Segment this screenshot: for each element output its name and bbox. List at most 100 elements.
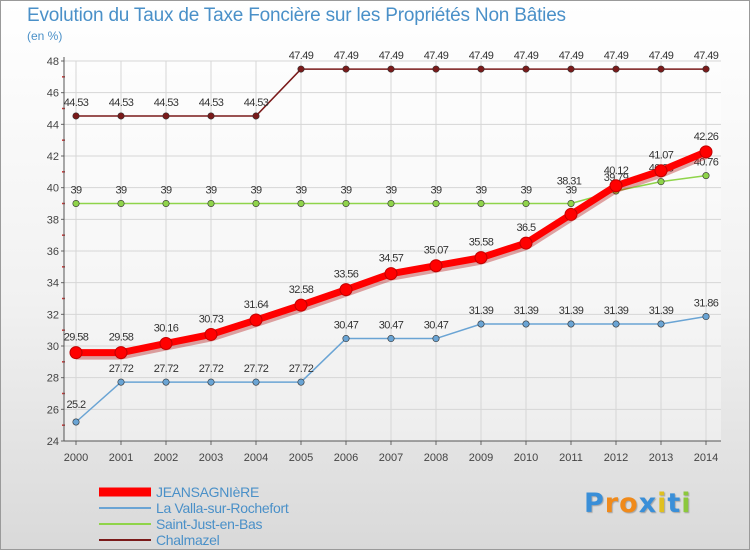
data-point-saint-just-en-bas-2014: [702, 172, 710, 180]
data-label-chalmazel-2013: 47.49: [649, 50, 674, 62]
data-point-chalmazel-2013: [657, 65, 665, 73]
data-label-chalmazel-2005: 47.49: [289, 50, 314, 62]
data-label-chalmazel-2014: 47.49: [694, 50, 719, 62]
y-tick-label-28: 28: [47, 373, 59, 385]
x-tick-label-2004: 2004: [244, 452, 268, 464]
y-tick-label-30: 30: [47, 341, 59, 353]
data-point-la-valla-sur-rochefort-2006: [342, 335, 350, 343]
data-label-jeansagni-re-2011: 38.31: [557, 175, 582, 187]
data-label-jeansagni-re-2012: 40.12: [604, 165, 629, 177]
data-label-la-valla-sur-rochefort-2011: 31.39: [559, 305, 584, 317]
logo-letter: i: [657, 488, 668, 519]
data-label-jeansagni-re-2006: 33.56: [334, 269, 359, 281]
x-tick-label-2008: 2008: [424, 452, 448, 464]
data-label-jeansagni-re-2007: 34.57: [379, 253, 404, 265]
data-point-la-valla-sur-rochefort-2014: [702, 313, 710, 321]
data-point-saint-just-en-bas-2006: [342, 200, 350, 208]
data-point-la-valla-sur-rochefort-2002: [162, 378, 170, 386]
data-point-la-valla-sur-rochefort-2012: [612, 320, 620, 328]
data-point-jeansagni-re-2003: [204, 327, 218, 341]
data-point-la-valla-sur-rochefort-2005: [297, 378, 305, 386]
chart-legend: JEANSAGNIèRE La Valla-sur-Rochefort Saint-…: [99, 484, 359, 548]
data-point-la-valla-sur-rochefort-2011: [567, 320, 575, 328]
data-point-chalmazel-2010: [522, 65, 530, 73]
data-label-la-valla-sur-rochefort-2010: 31.39: [514, 305, 539, 317]
y-tick-label-46: 46: [47, 88, 59, 100]
logo-letter: t: [667, 488, 682, 519]
logo-letter: o: [619, 488, 639, 519]
data-point-chalmazel-2007: [387, 65, 395, 73]
data-point-saint-just-en-bas-2011: [567, 200, 575, 208]
data-point-jeansagni-re-2011: [564, 207, 578, 221]
data-label-la-valla-sur-rochefort-2009: 31.39: [469, 305, 494, 317]
y-tick-label-34: 34: [47, 278, 59, 290]
legend-item-jeansagni-re: JEANSAGNIèRE: [99, 484, 359, 500]
data-point-saint-just-en-bas-2013: [657, 178, 665, 186]
data-label-chalmazel-2008: 47.49: [424, 50, 449, 62]
data-label-saint-just-en-bas-2001: 39: [115, 185, 127, 197]
data-point-chalmazel-2006: [342, 65, 350, 73]
data-point-jeansagni-re-2002: [159, 336, 173, 350]
data-label-chalmazel-2011: 47.49: [559, 50, 584, 62]
data-label-jeansagni-re-2005: 32.58: [289, 284, 314, 296]
data-point-jeansagni-re-2009: [474, 251, 488, 265]
data-point-jeansagni-re-2000: [69, 346, 83, 360]
x-tick-label-2011: 2011: [559, 452, 583, 464]
data-label-jeansagni-re-2003: 30.73: [199, 313, 224, 325]
y-tick-label-40: 40: [47, 183, 59, 195]
data-label-la-valla-sur-rochefort-2006: 30.47: [334, 320, 359, 332]
y-tick-label-44: 44: [47, 119, 59, 131]
data-label-jeansagni-re-2002: 30.16: [154, 322, 179, 334]
y-tick-label-42: 42: [47, 151, 59, 163]
data-point-la-valla-sur-rochefort-2009: [477, 320, 485, 328]
y-tick-label-36: 36: [47, 246, 59, 258]
data-point-chalmazel-2012: [612, 65, 620, 73]
data-point-chalmazel-2003: [207, 112, 215, 120]
logo-letter: i: [681, 488, 692, 519]
data-point-chalmazel-2000: [72, 112, 80, 120]
logo-letter: P: [584, 488, 605, 519]
legend-label-saint-just-en-bas: Saint-Just-en-Bas: [156, 516, 263, 532]
data-point-jeansagni-re-2008: [429, 259, 443, 273]
x-tick-label-2013: 2013: [649, 452, 673, 464]
data-point-chalmazel-2002: [162, 112, 170, 120]
data-label-la-valla-sur-rochefort-2014: 31.86: [694, 298, 719, 310]
legend-item-la-valla-sur-rochefort: La Valla-sur-Rochefort: [99, 500, 359, 516]
data-label-saint-just-en-bas-2002: 39: [160, 185, 172, 197]
data-point-saint-just-en-bas-2009: [477, 200, 485, 208]
data-label-saint-just-en-bas-2000: 39: [70, 185, 82, 197]
data-point-jeansagni-re-2005: [294, 298, 308, 312]
data-label-chalmazel-2009: 47.49: [469, 50, 494, 62]
data-label-la-valla-sur-rochefort-2007: 30.47: [379, 320, 404, 332]
y-tick-label-32: 32: [47, 309, 59, 321]
x-tick-label-2002: 2002: [154, 452, 178, 464]
legend-swatch-jeansagni-re: [99, 487, 151, 497]
data-point-la-valla-sur-rochefort-2007: [387, 335, 395, 343]
data-point-chalmazel-2014: [702, 65, 710, 73]
data-point-la-valla-sur-rochefort-2013: [657, 320, 665, 328]
y-tick-label-24: 24: [47, 436, 59, 448]
data-label-la-valla-sur-rochefort-2004: 27.72: [244, 363, 269, 375]
data-point-saint-just-en-bas-2002: [162, 200, 170, 208]
y-tick-label-26: 26: [47, 404, 59, 416]
data-point-jeansagni-re-2014: [699, 145, 713, 159]
data-label-chalmazel-2004: 44.53: [244, 97, 269, 109]
data-point-chalmazel-2009: [477, 65, 485, 73]
data-label-chalmazel-2010: 47.49: [514, 50, 539, 62]
data-point-saint-just-en-bas-2003: [207, 200, 215, 208]
data-label-saint-just-en-bas-2014: 40.76: [694, 157, 719, 169]
data-point-jeansagni-re-2001: [114, 346, 128, 360]
x-tick-label-2000: 2000: [64, 452, 88, 464]
legend-swatch-chalmazel: [99, 539, 151, 541]
data-label-saint-just-en-bas-2011: 39: [565, 185, 577, 197]
data-point-jeansagni-re-2013: [654, 164, 668, 178]
chart-title: Evolution du Taux de Taxe Foncière sur l…: [27, 5, 566, 26]
data-label-saint-just-en-bas-2007: 39: [385, 185, 397, 197]
logo-letter: x: [638, 488, 658, 519]
data-label-jeansagni-re-2013: 41.07: [649, 150, 674, 162]
legend-swatch-saint-just-en-bas: [99, 523, 151, 525]
legend-item-saint-just-en-bas: Saint-Just-en-Bas: [99, 516, 359, 532]
data-point-chalmazel-2011: [567, 65, 575, 73]
data-label-saint-just-en-bas-2008: 39: [430, 185, 442, 197]
y-tick-label-48: 48: [47, 56, 59, 68]
